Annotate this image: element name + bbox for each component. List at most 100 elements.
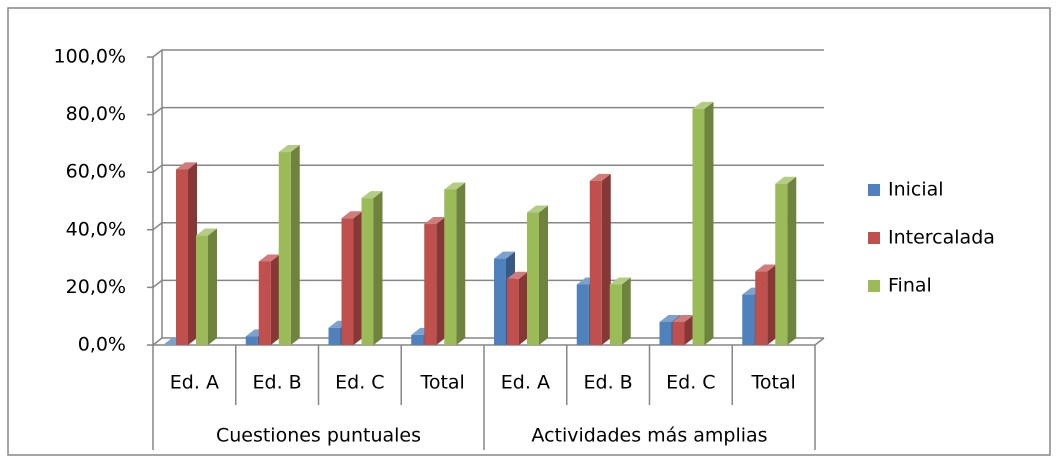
bar-group <box>527 205 548 345</box>
bar <box>589 180 602 345</box>
bar <box>258 261 271 345</box>
bar-top <box>424 217 446 225</box>
legend-swatch <box>868 232 880 244</box>
legend-label: Inicial <box>888 179 944 201</box>
bar-top <box>609 277 631 285</box>
bar <box>755 271 768 345</box>
bar-group <box>361 191 383 345</box>
bar-side <box>373 191 383 345</box>
bar-top <box>527 205 548 213</box>
bar-group <box>672 314 694 345</box>
bar <box>328 327 341 345</box>
bar-group <box>444 182 466 345</box>
bar-side <box>519 271 528 345</box>
x-tick-label: Total <box>750 372 795 394</box>
bar <box>444 189 457 345</box>
bar-top <box>444 182 466 190</box>
bar-group <box>278 145 300 345</box>
x-tick-label: Ed. B <box>253 372 302 394</box>
bar-top <box>775 176 797 184</box>
bar-group <box>775 176 797 345</box>
x-tick-label: Total <box>419 372 464 394</box>
bar-top <box>361 191 383 199</box>
bar <box>659 321 672 345</box>
bar-side <box>539 205 548 345</box>
grid-line <box>147 106 824 116</box>
bar-side <box>188 162 197 345</box>
legend-label: Intercalada <box>888 227 995 249</box>
bar-top <box>341 211 363 219</box>
bar-top <box>672 314 694 322</box>
bar <box>692 108 705 345</box>
bar-side <box>767 264 777 345</box>
y-tick-label: 80,0% <box>66 103 126 125</box>
bar-group <box>609 277 631 345</box>
y-tick-label: 40,0% <box>66 218 126 240</box>
grid-line <box>147 164 824 173</box>
bar-side <box>621 277 631 345</box>
grid-line <box>147 222 824 231</box>
bar-top <box>278 145 300 153</box>
legend-label: Final <box>888 275 932 297</box>
bar-group <box>424 217 446 345</box>
x-tick-label: Ed. B <box>584 372 633 394</box>
bar <box>742 294 755 345</box>
bar-group <box>589 173 611 345</box>
bar <box>245 336 258 345</box>
bar-top <box>589 173 611 181</box>
bar <box>278 152 291 345</box>
y-tick-label: 100,0% <box>54 46 126 68</box>
legend-swatch <box>868 184 880 196</box>
bar-group <box>196 228 217 345</box>
grid-line <box>147 337 824 346</box>
legend-swatch <box>868 280 880 292</box>
group-label: Cuestiones puntuales <box>216 425 421 447</box>
y-tick-label: 20,0% <box>66 276 126 298</box>
bar <box>609 284 622 345</box>
bar-group <box>341 211 363 345</box>
bar-group <box>258 254 280 345</box>
bar <box>411 334 424 345</box>
bar <box>775 183 788 345</box>
bar <box>672 321 685 345</box>
x-tick-label: Ed. A <box>501 372 550 394</box>
bar-side <box>704 101 714 345</box>
bar-side <box>290 145 300 345</box>
group-label: Actividades más amplias <box>531 425 767 447</box>
bar <box>196 235 208 345</box>
bar <box>494 258 506 345</box>
bar-side <box>684 314 694 345</box>
bar-top <box>494 251 515 259</box>
bar-side <box>436 217 446 345</box>
bar <box>507 278 519 345</box>
bar-side <box>456 182 466 345</box>
grid-line <box>147 49 824 58</box>
bar-group <box>507 271 528 345</box>
bar-side <box>787 176 797 345</box>
bar-side <box>353 211 363 345</box>
value-axis <box>152 50 163 345</box>
bar-side <box>601 173 611 345</box>
bar <box>424 224 437 345</box>
y-tick-label: 60,0% <box>66 161 126 183</box>
bar-top <box>659 314 681 322</box>
bar <box>527 212 539 345</box>
x-tick-label: Ed. C <box>335 372 384 394</box>
bar-group <box>176 162 197 345</box>
bar-top <box>692 101 714 109</box>
bar-top <box>755 264 777 272</box>
bar-top <box>258 254 280 262</box>
bar-side <box>208 228 217 345</box>
bar-side <box>270 254 280 345</box>
bar-top <box>507 271 528 279</box>
y-tick-label: 0,0% <box>78 334 126 356</box>
bar <box>361 198 374 345</box>
bar <box>576 284 589 345</box>
bar <box>176 169 188 345</box>
x-tick-label: Ed. A <box>170 372 219 394</box>
x-tick-label: Ed. C <box>666 372 715 394</box>
bar <box>341 218 354 345</box>
bar-group <box>755 264 777 345</box>
bar-top <box>196 228 217 236</box>
